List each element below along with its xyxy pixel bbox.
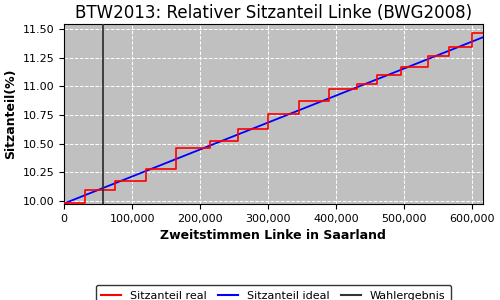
X-axis label: Zweitstimmen Linke in Saarland: Zweitstimmen Linke in Saarland <box>160 229 386 242</box>
Legend: Sitzanteil real, Sitzanteil ideal, Wahlergebnis: Sitzanteil real, Sitzanteil ideal, Wahle… <box>96 285 451 300</box>
Y-axis label: Sitzanteil(%): Sitzanteil(%) <box>4 69 17 159</box>
Title: BTW2013: Relativer Sitzanteil Linke (BWG2008): BTW2013: Relativer Sitzanteil Linke (BWG… <box>75 4 472 22</box>
